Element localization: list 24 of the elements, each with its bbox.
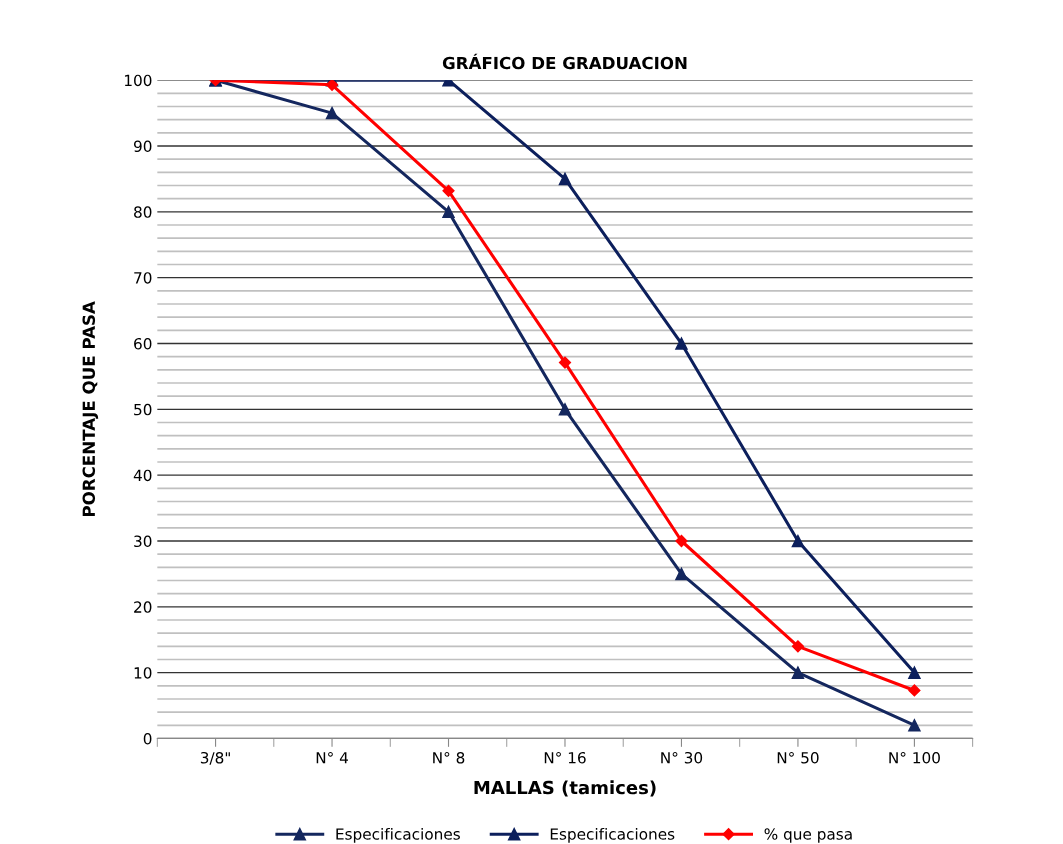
x-tick-label: N° 100 <box>889 751 940 764</box>
y-tick-label: 40 <box>133 469 152 482</box>
x-tick-label: N° 16 <box>544 751 586 764</box>
chart-title: GRÁFICO DE GRADUACION <box>442 53 687 70</box>
x-tick-label: N° 4 <box>316 751 348 764</box>
x-tick-label: N° 30 <box>661 751 703 764</box>
y-tick-label: 80 <box>134 206 152 218</box>
y-tick-label: 90 <box>133 140 152 153</box>
y-tick-label: 0 <box>143 732 152 745</box>
y-tick-label: 20 <box>134 601 152 613</box>
y-tick-label: 70 <box>134 272 152 284</box>
x-axis-title: MALLAS (tamices) <box>474 780 656 797</box>
legend-label: Especificaciones <box>336 827 460 843</box>
y-tick-label: 30 <box>134 535 152 548</box>
x-tick-label: 3/8" <box>200 751 230 765</box>
y-tick-label: 50 <box>134 403 152 416</box>
legend-label: Especificaciones <box>550 827 675 843</box>
y-axis-title: PORCENTAJE QUE PASA <box>82 301 99 517</box>
x-tick-label: N° 8 <box>433 751 465 764</box>
x-tick-label: N° 50 <box>777 751 819 764</box>
legend-label: % que pasa <box>764 828 852 843</box>
y-tick-label: 100 <box>124 74 152 87</box>
y-tick-label: 10 <box>134 667 152 679</box>
y-tick-label: 60 <box>134 337 152 350</box>
